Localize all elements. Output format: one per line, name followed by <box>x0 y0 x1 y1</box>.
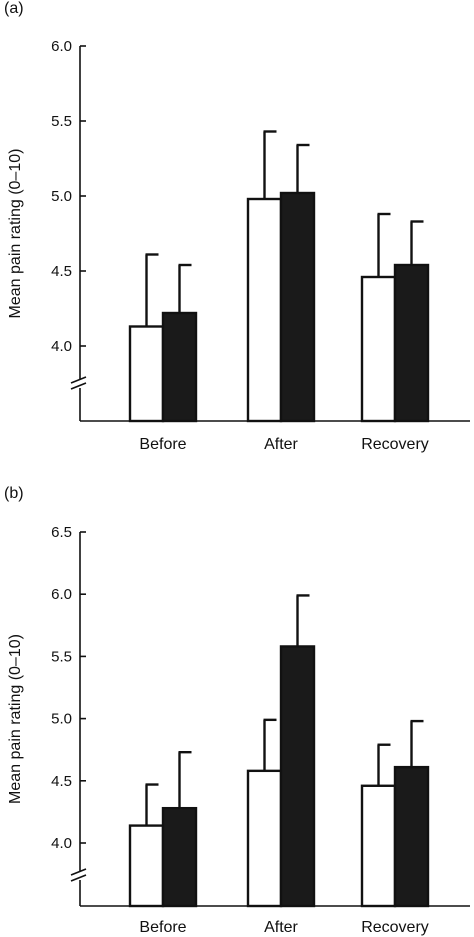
x-category-label: After <box>264 919 298 936</box>
axis-break-mark <box>70 382 87 390</box>
bar-open-after <box>246 197 283 423</box>
y-tick-label: 6.0 <box>51 38 72 55</box>
bar-open-after <box>246 769 283 908</box>
bar-open-recovery <box>360 784 397 908</box>
bar-filled-after <box>279 191 316 423</box>
panel-label: (b) <box>4 485 24 502</box>
bar-filled-recovery <box>393 263 430 423</box>
panel-label: (a) <box>4 0 24 17</box>
bar-open-recovery <box>360 275 397 423</box>
bar-filled-after <box>279 645 316 908</box>
y-axis-title: Mean pain rating (0–10) <box>7 149 24 319</box>
y-tick-label: 4.5 <box>51 263 72 280</box>
x-category-label: Recovery <box>361 436 429 453</box>
y-tick-label: 5.5 <box>51 113 72 130</box>
y-axis-title: Mean pain rating (0–10) <box>7 634 24 804</box>
axis-break-mark <box>70 874 87 882</box>
axis-break-gap <box>72 871 88 880</box>
y-tick-label: 5.5 <box>51 648 72 665</box>
y-tick-label: 5.0 <box>51 188 72 205</box>
axis-break-mark <box>70 376 87 384</box>
y-tick-label: 4.0 <box>51 338 72 355</box>
bar-filled-recovery <box>393 765 430 908</box>
chart-panel-a: (a) Mean pain rating (0–10) 4.0 4.5 5.0 5.5 6.… <box>4 0 470 453</box>
axis-break-mark <box>70 868 87 876</box>
bar-open-before <box>128 824 165 908</box>
y-tick-label: 6.0 <box>51 586 72 603</box>
bar-filled-before <box>161 311 198 423</box>
chart-panel-b: (b) Mean pain rating (0–10) 4.0 4.5 5.0 5.5 6.… <box>4 485 470 936</box>
x-category-label: Before <box>139 919 186 936</box>
y-tick-label: 5.0 <box>51 711 72 728</box>
bar-open-before <box>128 325 165 423</box>
x-category-label: After <box>264 436 298 453</box>
bar-filled-before <box>161 806 198 908</box>
x-category-label: Before <box>139 436 186 453</box>
x-category-label: Recovery <box>361 919 429 936</box>
y-tick-label: 6.5 <box>51 524 72 541</box>
axis-break-gap <box>72 379 88 388</box>
y-tick-label: 4.5 <box>51 773 72 790</box>
y-tick-label: 4.0 <box>51 835 72 852</box>
